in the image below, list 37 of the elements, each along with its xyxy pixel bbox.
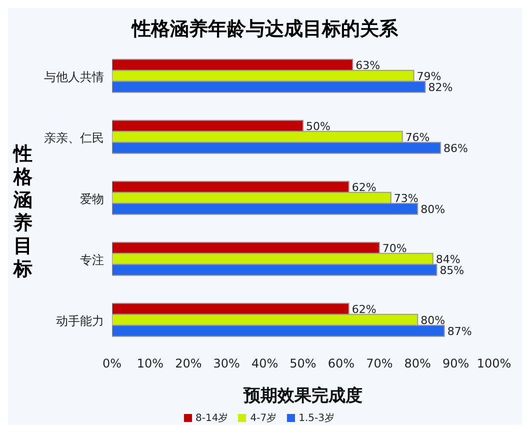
- x-tick-label: 70%: [366, 356, 393, 371]
- data-label: 50%: [306, 120, 330, 133]
- data-label: 87%: [447, 324, 472, 338]
- data-label: 85%: [440, 264, 464, 277]
- x-tick-label: 60%: [328, 356, 355, 371]
- x-tick-label: 30%: [213, 356, 240, 371]
- data-label: 80%: [420, 314, 446, 327]
- y-tick-label: 亲亲、仁民: [44, 130, 104, 145]
- x-tick-label: 0%: [102, 356, 122, 371]
- x-tick-label: 80%: [404, 356, 431, 371]
- y-tick-label: 爱物: [80, 192, 104, 206]
- x-tick-label: 100%: [476, 356, 512, 371]
- y-tick-label: 动手能力: [56, 314, 104, 328]
- data-label: 62%: [352, 180, 376, 194]
- data-label: 76%: [405, 130, 430, 144]
- x-tick-label: 50%: [290, 356, 316, 371]
- data-label: 82%: [428, 80, 453, 94]
- data-label: 84%: [436, 252, 460, 266]
- x-tick-label: 90%: [442, 356, 470, 371]
- data-label: 80%: [420, 202, 446, 216]
- y-tick-label: 专注: [80, 252, 104, 267]
- chart-title: 性格涵养年龄与达成目标的关系: [130, 17, 399, 42]
- data-label: 70%: [382, 242, 407, 255]
- data-label: 63%: [356, 58, 380, 72]
- data-label: 73%: [394, 192, 418, 205]
- data-label: 86%: [444, 142, 468, 155]
- data-label: 62%: [352, 302, 376, 316]
- data-label: 79%: [416, 70, 442, 83]
- x-tick-label: 10%: [136, 356, 164, 371]
- legend-label: 8-14岁: [196, 413, 228, 424]
- legend-label: 4-7岁: [250, 413, 277, 424]
- x-tick-label: 40%: [251, 356, 278, 371]
- y-axis-title: 性格涵养目标: [12, 143, 34, 281]
- legend-label: 1.5-3岁: [298, 413, 334, 424]
- y-tick-label: 与他人共情: [44, 70, 104, 84]
- x-axis-title: 预期效果完成度: [242, 386, 362, 406]
- x-tick-label: 20%: [175, 356, 202, 371]
